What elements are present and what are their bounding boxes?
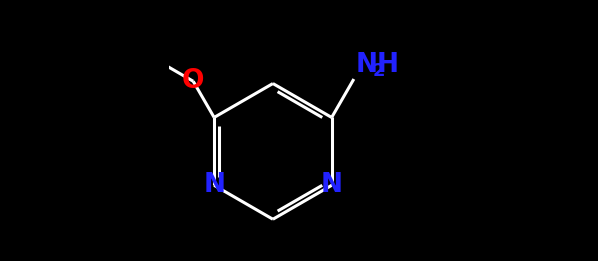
- Text: 2: 2: [373, 62, 385, 80]
- Text: N: N: [203, 172, 225, 198]
- Text: O: O: [182, 68, 205, 94]
- Text: N: N: [321, 172, 343, 198]
- Text: NH: NH: [355, 52, 399, 78]
